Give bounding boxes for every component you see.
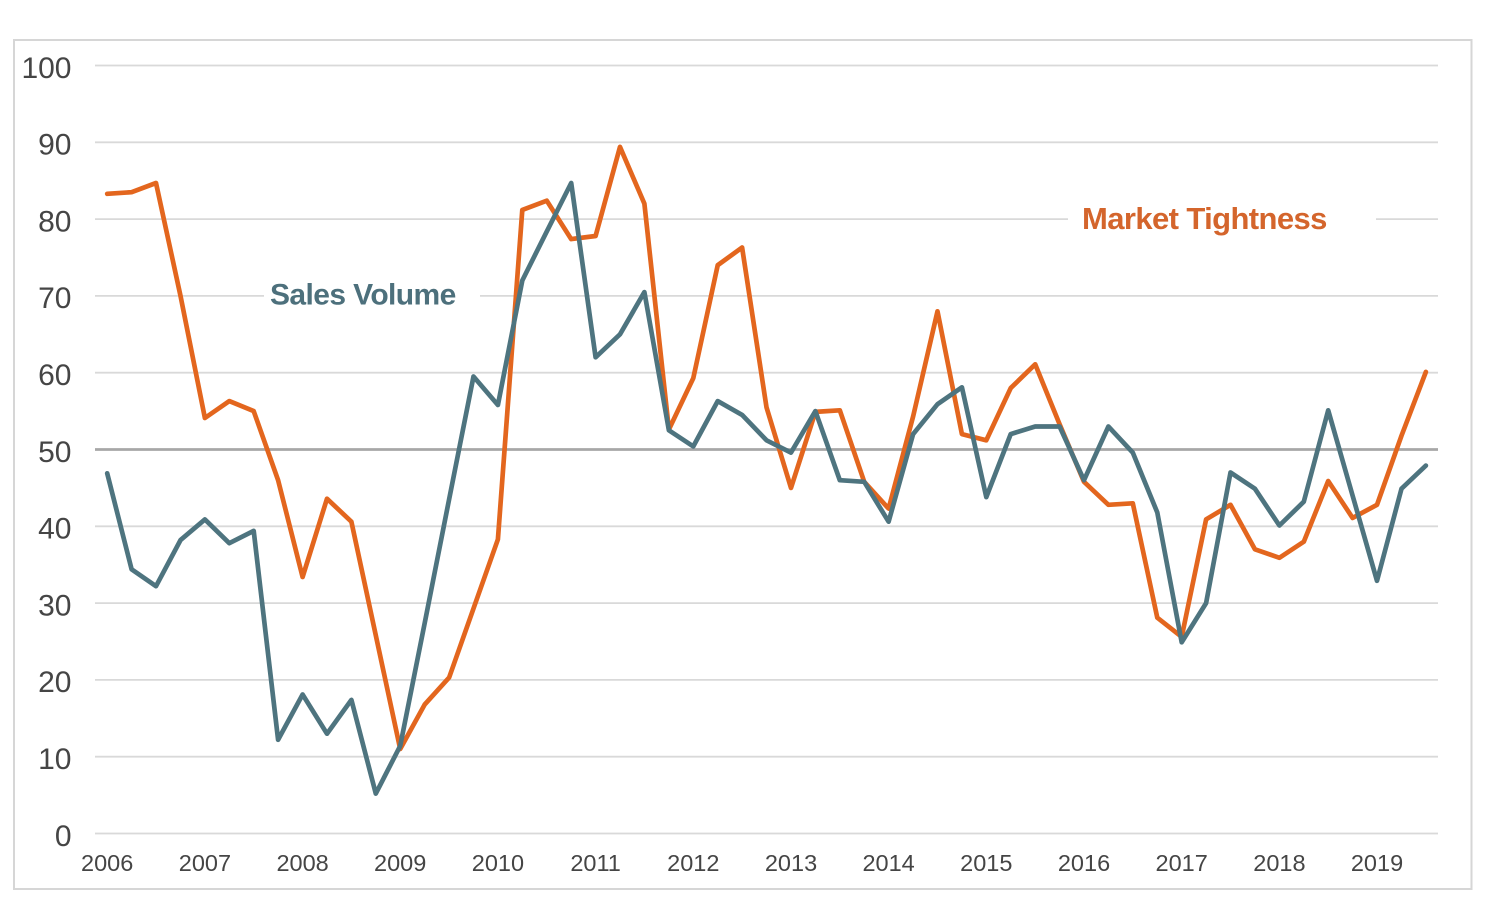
svg-text:2018: 2018 — [1253, 850, 1305, 876]
svg-text:30: 30 — [38, 589, 71, 622]
svg-text:2008: 2008 — [276, 850, 328, 876]
svg-text:2010: 2010 — [472, 850, 524, 876]
svg-text:50: 50 — [38, 436, 71, 469]
svg-text:2006: 2006 — [81, 850, 133, 876]
svg-text:20: 20 — [38, 666, 71, 699]
svg-text:2016: 2016 — [1058, 850, 1110, 876]
svg-text:40: 40 — [38, 513, 71, 546]
svg-text:90: 90 — [38, 129, 71, 162]
svg-text:2017: 2017 — [1156, 850, 1208, 876]
svg-text:100: 100 — [21, 52, 71, 85]
svg-text:70: 70 — [38, 282, 71, 315]
svg-text:2015: 2015 — [960, 850, 1012, 876]
svg-text:Sales Volume: Sales Volume — [270, 278, 456, 311]
svg-text:2007: 2007 — [179, 850, 231, 876]
svg-text:2013: 2013 — [765, 850, 817, 876]
svg-text:80: 80 — [38, 205, 71, 238]
svg-text:2012: 2012 — [667, 850, 719, 876]
svg-text:60: 60 — [38, 359, 71, 392]
svg-text:0: 0 — [55, 820, 72, 853]
svg-text:2014: 2014 — [862, 850, 914, 876]
svg-text:2009: 2009 — [374, 850, 426, 876]
svg-text:2011: 2011 — [570, 850, 621, 876]
svg-text:Market Tightness: Market Tightness — [1082, 201, 1327, 236]
svg-text:10: 10 — [38, 743, 71, 776]
svg-text:2019: 2019 — [1351, 850, 1403, 876]
